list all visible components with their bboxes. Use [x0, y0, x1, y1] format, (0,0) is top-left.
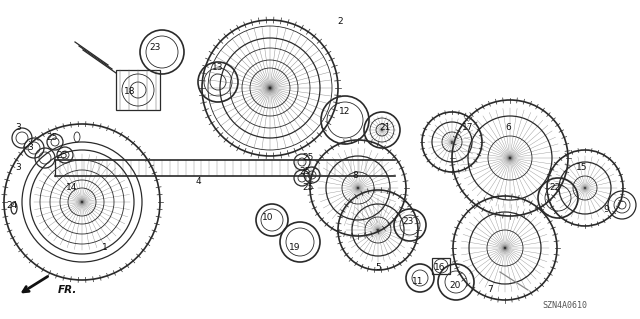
- Text: 16: 16: [435, 263, 445, 272]
- Text: 15: 15: [576, 164, 588, 173]
- Bar: [432, 258, 450, 274]
- Text: 25: 25: [56, 151, 68, 160]
- Text: FR.: FR.: [58, 285, 77, 295]
- Text: 3: 3: [27, 144, 33, 152]
- Bar: [116, 70, 160, 110]
- Text: 21: 21: [380, 123, 390, 132]
- Text: 19: 19: [289, 243, 301, 253]
- Text: 13: 13: [212, 63, 224, 72]
- Text: 12: 12: [339, 108, 351, 116]
- Text: 25: 25: [46, 133, 58, 143]
- Text: 6: 6: [505, 123, 511, 132]
- Text: 3: 3: [15, 123, 21, 132]
- Text: 23: 23: [403, 218, 413, 226]
- Text: 4: 4: [195, 177, 201, 187]
- Text: 2: 2: [337, 18, 343, 26]
- Text: 17: 17: [462, 123, 474, 132]
- Text: 25: 25: [302, 153, 314, 162]
- Text: 25: 25: [302, 183, 314, 192]
- Text: 10: 10: [262, 213, 274, 222]
- Text: 25: 25: [300, 167, 310, 176]
- Text: 3: 3: [15, 164, 21, 173]
- Text: 7: 7: [487, 286, 493, 294]
- Text: 23: 23: [149, 43, 161, 53]
- Text: 22: 22: [549, 183, 561, 192]
- Text: SZN4A0610: SZN4A0610: [543, 300, 588, 309]
- Text: 9: 9: [603, 205, 609, 214]
- Text: 14: 14: [67, 183, 77, 192]
- Text: 11: 11: [412, 278, 424, 286]
- Text: 18: 18: [124, 87, 136, 97]
- Text: 20: 20: [449, 280, 461, 290]
- Text: 5: 5: [375, 263, 381, 272]
- Text: 24: 24: [6, 201, 18, 210]
- Text: 1: 1: [102, 243, 108, 253]
- Text: 8: 8: [352, 170, 358, 180]
